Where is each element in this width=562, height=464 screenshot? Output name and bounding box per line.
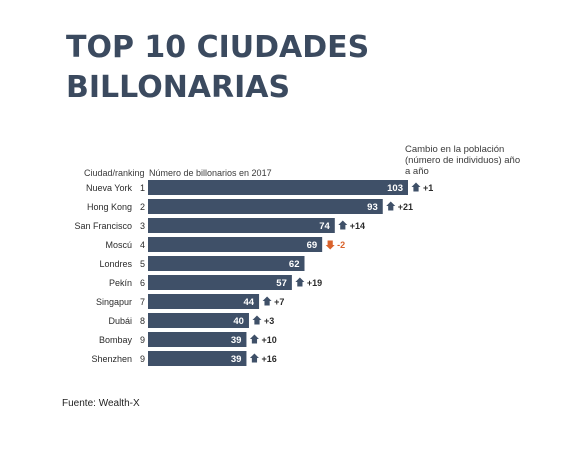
chart-title-line2: BILLONARIAS <box>66 70 291 105</box>
rank-label: 9 <box>140 354 145 364</box>
change-arrow-up <box>249 334 259 344</box>
city-label: Pekín <box>109 278 132 288</box>
change-label: +19 <box>307 278 322 288</box>
change-label: +21 <box>398 202 413 212</box>
value-label: 39 <box>231 335 242 346</box>
city-label: Bombay <box>99 335 133 345</box>
rank-label: 6 <box>140 278 145 288</box>
rank-label: 8 <box>140 316 145 326</box>
city-label: Dubái <box>108 316 132 326</box>
bar <box>148 294 260 309</box>
city-label: Nueva York <box>86 183 133 193</box>
value-label: 103 <box>387 183 403 194</box>
bar <box>148 351 247 366</box>
value-label: 74 <box>319 221 330 232</box>
header-population-change: Cambio en la población (número de indivi… <box>405 144 521 177</box>
change-arrow-up <box>252 315 262 325</box>
change-label: +7 <box>274 297 284 307</box>
change-label: +16 <box>261 354 276 364</box>
city-label: Singapur <box>96 297 132 307</box>
chart-title-line1: TOP 10 CIUDADES <box>66 30 370 65</box>
change-arrow-up <box>249 353 259 363</box>
change-arrow-up <box>411 182 421 192</box>
change-arrow-up <box>338 220 348 230</box>
value-label: 62 <box>289 259 300 270</box>
city-label: San Francisco <box>74 221 132 231</box>
city-label: Hong Kong <box>87 202 132 212</box>
rank-label: 1 <box>140 183 145 193</box>
change-arrow-down <box>325 240 335 250</box>
rank-label: 4 <box>140 240 145 250</box>
change-label: +1 <box>423 183 433 193</box>
value-label: 93 <box>367 202 378 213</box>
value-label: 57 <box>276 278 287 289</box>
rank-label: 3 <box>140 221 145 231</box>
value-label: 44 <box>243 297 254 308</box>
change-label: +10 <box>261 335 276 345</box>
city-label: Shenzhen <box>91 354 132 364</box>
bar <box>148 313 249 328</box>
change-label: +3 <box>264 316 274 326</box>
change-label: -2 <box>337 240 345 250</box>
bar <box>148 332 247 347</box>
city-label: Moscú <box>105 240 132 250</box>
value-label: 40 <box>233 316 244 327</box>
bar <box>148 180 408 195</box>
change-label: +14 <box>350 221 365 231</box>
source-note: Fuente: Wealth-X <box>62 398 140 409</box>
bar <box>148 275 292 290</box>
rank-label: 9 <box>140 335 145 345</box>
rank-label: 7 <box>140 297 145 307</box>
header-city-ranking: Ciudad/ranking <box>84 168 145 178</box>
bar <box>148 256 305 271</box>
value-label: 39 <box>231 354 242 365</box>
change-arrow-up <box>262 296 272 306</box>
city-label: Londres <box>99 259 132 269</box>
bar <box>148 218 335 233</box>
change-arrow-up <box>295 277 305 287</box>
rank-label: 2 <box>140 202 145 212</box>
rank-label: 5 <box>140 259 145 269</box>
value-label: 69 <box>307 240 318 251</box>
bar <box>148 199 383 214</box>
change-arrow-up <box>386 201 396 211</box>
bar <box>148 237 323 252</box>
header-billionaire-count: Número de billonarios en 2017 <box>149 168 272 178</box>
